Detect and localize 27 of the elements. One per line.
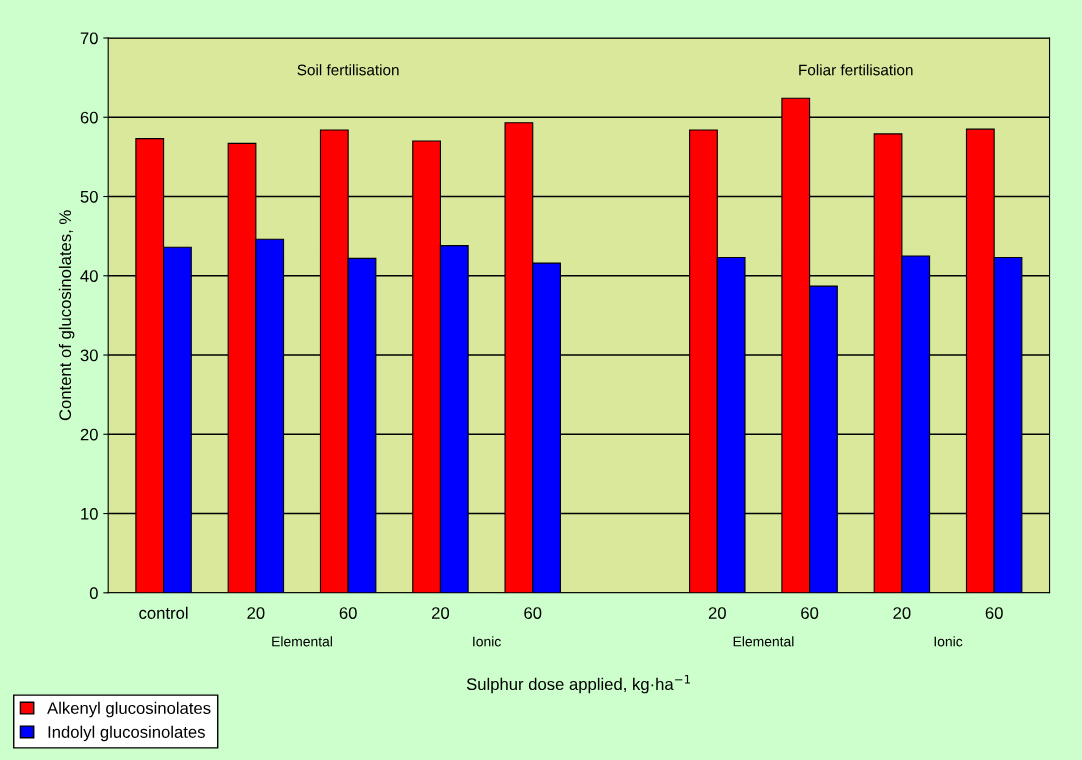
x-tick-label: 60 <box>524 607 542 619</box>
y-tick-label: 30 <box>80 349 98 362</box>
y-tick-label: 70 <box>80 32 98 45</box>
y-tick-label: 20 <box>80 428 98 441</box>
y-tick-label: 40 <box>80 270 98 282</box>
x-tick-label: 20 <box>432 607 450 619</box>
text: Ionic <box>473 636 501 647</box>
x-tick-label: 20 <box>893 607 911 619</box>
x-tick-label: control <box>139 606 188 619</box>
y-tick-label: 10 <box>81 507 98 520</box>
text: Elemental <box>272 636 332 647</box>
x-tick-label: 60 <box>339 607 357 619</box>
x-tick-label: 20 <box>708 607 726 619</box>
annotation: Soil fertilisation <box>297 64 399 76</box>
y-tick-label: 60 <box>80 111 98 124</box>
y-tick-label: 50 <box>80 190 98 203</box>
x-tick-label: 60 <box>985 607 1003 619</box>
x-axis-title: Sulphur dose applied, kg·ha$^{−1}$ <box>466 675 690 694</box>
legend-label: Alkenyl glucosinolates <box>47 701 211 718</box>
annotation: Foliar fertilisation <box>799 64 913 76</box>
text: Elemental <box>733 636 794 647</box>
x-tick-label: 20 <box>247 607 265 619</box>
y-axis-title: Content of glucosinolates, % <box>58 210 75 421</box>
text: Ionic <box>934 636 963 647</box>
y-tick-label: 0 <box>89 587 98 599</box>
x-tick-label: 60 <box>801 607 819 619</box>
legend-label: Indolyl glucosinolates <box>48 725 205 742</box>
